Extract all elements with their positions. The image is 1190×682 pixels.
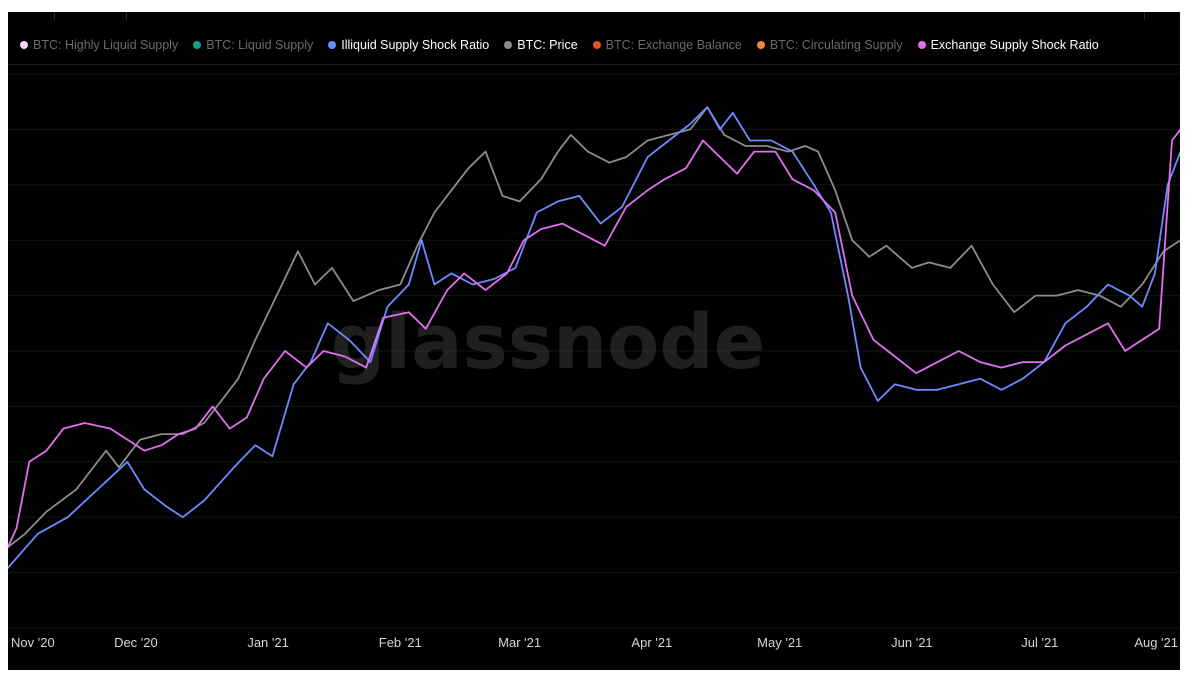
legend-item-liquid-supply[interactable]: BTC: Liquid Supply bbox=[193, 38, 313, 52]
legend-label: BTC: Exchange Balance bbox=[605, 38, 742, 52]
legend-item-highly-liquid-supply[interactable]: BTC: Highly Liquid Supply bbox=[20, 38, 178, 52]
x-tick-label: Feb '21 bbox=[379, 635, 422, 650]
legend-label: Illiquid Supply Shock Ratio bbox=[341, 38, 490, 52]
x-tick-label: Jan '21 bbox=[247, 635, 289, 650]
legend-dot-icon bbox=[20, 41, 28, 49]
legend-item-illiquid-supply-shock-ratio[interactable]: Illiquid Supply Shock Ratio bbox=[328, 38, 489, 52]
legend-divider bbox=[8, 64, 1180, 65]
legend-item-exchange-supply-shock-ratio[interactable]: Exchange Supply Shock Ratio bbox=[917, 38, 1099, 52]
chart-legend: BTC: Highly Liquid Supply BTC: Liquid Su… bbox=[20, 36, 1170, 54]
x-tick-label: Jun '21 bbox=[891, 635, 933, 650]
x-axis: Nov '20 Dec '20 Jan '21 Feb '21 Mar '21 Apr '… bbox=[11, 635, 1178, 650]
series-line-exchange-supply-shock-ratio bbox=[8, 128, 1180, 549]
legend-item-circulating-supply[interactable]: BTC: Circulating Supply bbox=[756, 38, 903, 52]
legend-item-btc-price[interactable]: BTC: Price bbox=[504, 38, 578, 52]
top-grid-ticks bbox=[8, 12, 1180, 20]
legend-label: BTC: Highly Liquid Supply bbox=[33, 38, 179, 52]
x-tick-label: Apr '21 bbox=[631, 635, 672, 650]
x-tick-label: Mar '21 bbox=[498, 635, 541, 650]
legend-label: Exchange Supply Shock Ratio bbox=[930, 38, 1099, 52]
series-line-btc-price bbox=[8, 106, 1180, 549]
legend-dot-icon bbox=[917, 41, 926, 49]
x-tick-label: May '21 bbox=[757, 635, 802, 650]
legend-dot-icon bbox=[592, 41, 601, 49]
x-tick-label: Dec '20 bbox=[114, 635, 158, 650]
line-chart: glassnode Nov '20 Dec '20 Jan '21 Feb '21 Ma… bbox=[8, 73, 1180, 650]
x-tick-label: Aug '21 bbox=[1134, 635, 1178, 650]
x-tick-label: Jul '21 bbox=[1021, 635, 1058, 650]
glassnode-watermark-logo: glassnode bbox=[331, 297, 765, 386]
legend-dot-icon bbox=[193, 41, 202, 49]
legend-item-exchange-balance[interactable]: BTC: Exchange Balance bbox=[592, 38, 742, 52]
legend-label: BTC: Price bbox=[517, 38, 578, 52]
chart-panel: BTC: Highly Liquid Supply BTC: Liquid Su… bbox=[8, 12, 1180, 670]
legend-dot-icon bbox=[756, 41, 765, 49]
legend-dot-icon bbox=[328, 41, 337, 49]
legend-label: BTC: Circulating Supply bbox=[769, 38, 903, 52]
series-lines bbox=[8, 106, 1180, 570]
series-line-illiquid-supply-shock-ratio bbox=[8, 106, 1180, 570]
x-tick-label: Nov '20 bbox=[11, 635, 55, 650]
legend-dot-icon bbox=[504, 41, 513, 49]
legend-label: BTC: Liquid Supply bbox=[206, 38, 314, 52]
